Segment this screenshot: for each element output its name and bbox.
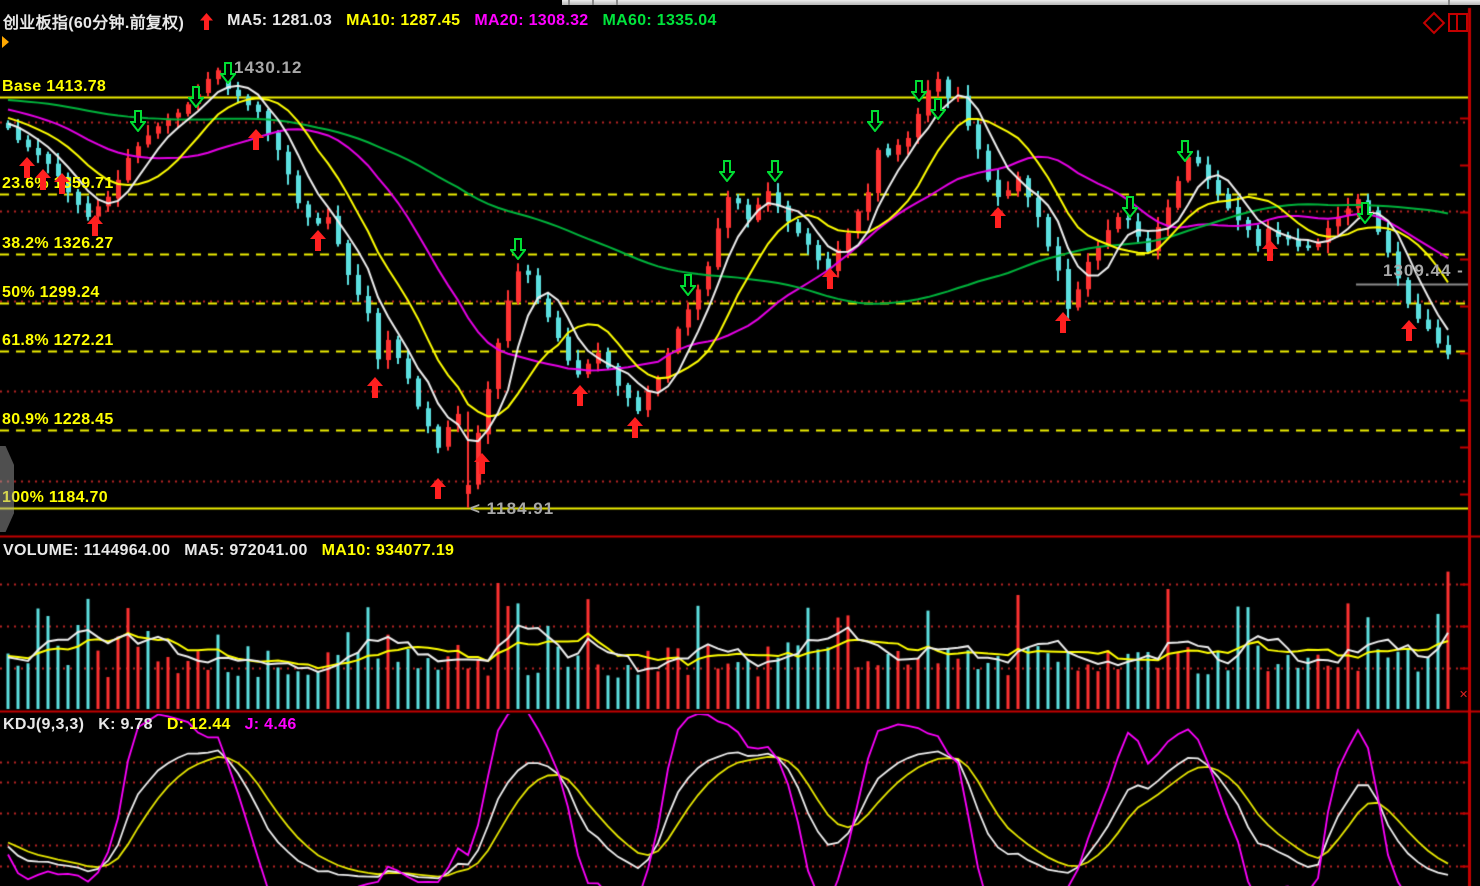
panel-close-icon[interactable]: ✕ (1459, 689, 1469, 701)
volume-ma5-value: MA5: 972041.00 (184, 542, 308, 559)
sidebar-flyout-handle[interactable] (0, 446, 14, 532)
highest-price-marker: 1430.12 (234, 57, 303, 77)
toolbar-separator (592, 0, 594, 5)
flyout-expand-icon[interactable] (2, 36, 9, 48)
kdj-d-value: D: 12.44 (166, 716, 231, 733)
instrument-title: 创业板指(60分钟.前复权) (3, 15, 185, 32)
lowest-price-marker: < 1184.91 (470, 498, 555, 518)
toolbar-separator (616, 0, 618, 5)
split-window-divider (1456, 15, 1459, 30)
volume-value: VOLUME: 1144964.00 (3, 542, 171, 559)
kdj-k-value: K: 9.78 (98, 716, 153, 733)
ma60-value: MA60: 1335.04 (602, 12, 717, 29)
kdj-legend: KDJ(9,3,3) K: 9.78 D: 12.44 J: 4.46 (3, 716, 311, 734)
main-chart-legend: 创业板指(60分钟.前复权) MA5: 1281.03 MA10: 1287.4… (3, 9, 731, 33)
up-arrow-icon (200, 12, 214, 30)
ma5-value: MA5: 1281.03 (227, 12, 333, 29)
toolbar-separator (568, 0, 570, 5)
toolbar-edge-strip (562, 0, 1480, 5)
ma20-value: MA20: 1308.32 (474, 12, 589, 29)
ma10-value: MA10: 1287.45 (346, 12, 461, 29)
toolbar-separator (1448, 0, 1450, 5)
volume-legend: VOLUME: 1144964.00 MA5: 972041.00 MA10: … (3, 542, 468, 560)
kdj-j-value: J: 4.46 (244, 716, 297, 733)
kdj-name: KDJ(9,3,3) (3, 716, 85, 733)
volume-ma10-value: MA10: 934077.19 (321, 542, 455, 559)
split-window-icon[interactable] (1448, 13, 1468, 32)
last-price-marker: 1309.44 - (1383, 261, 1464, 281)
